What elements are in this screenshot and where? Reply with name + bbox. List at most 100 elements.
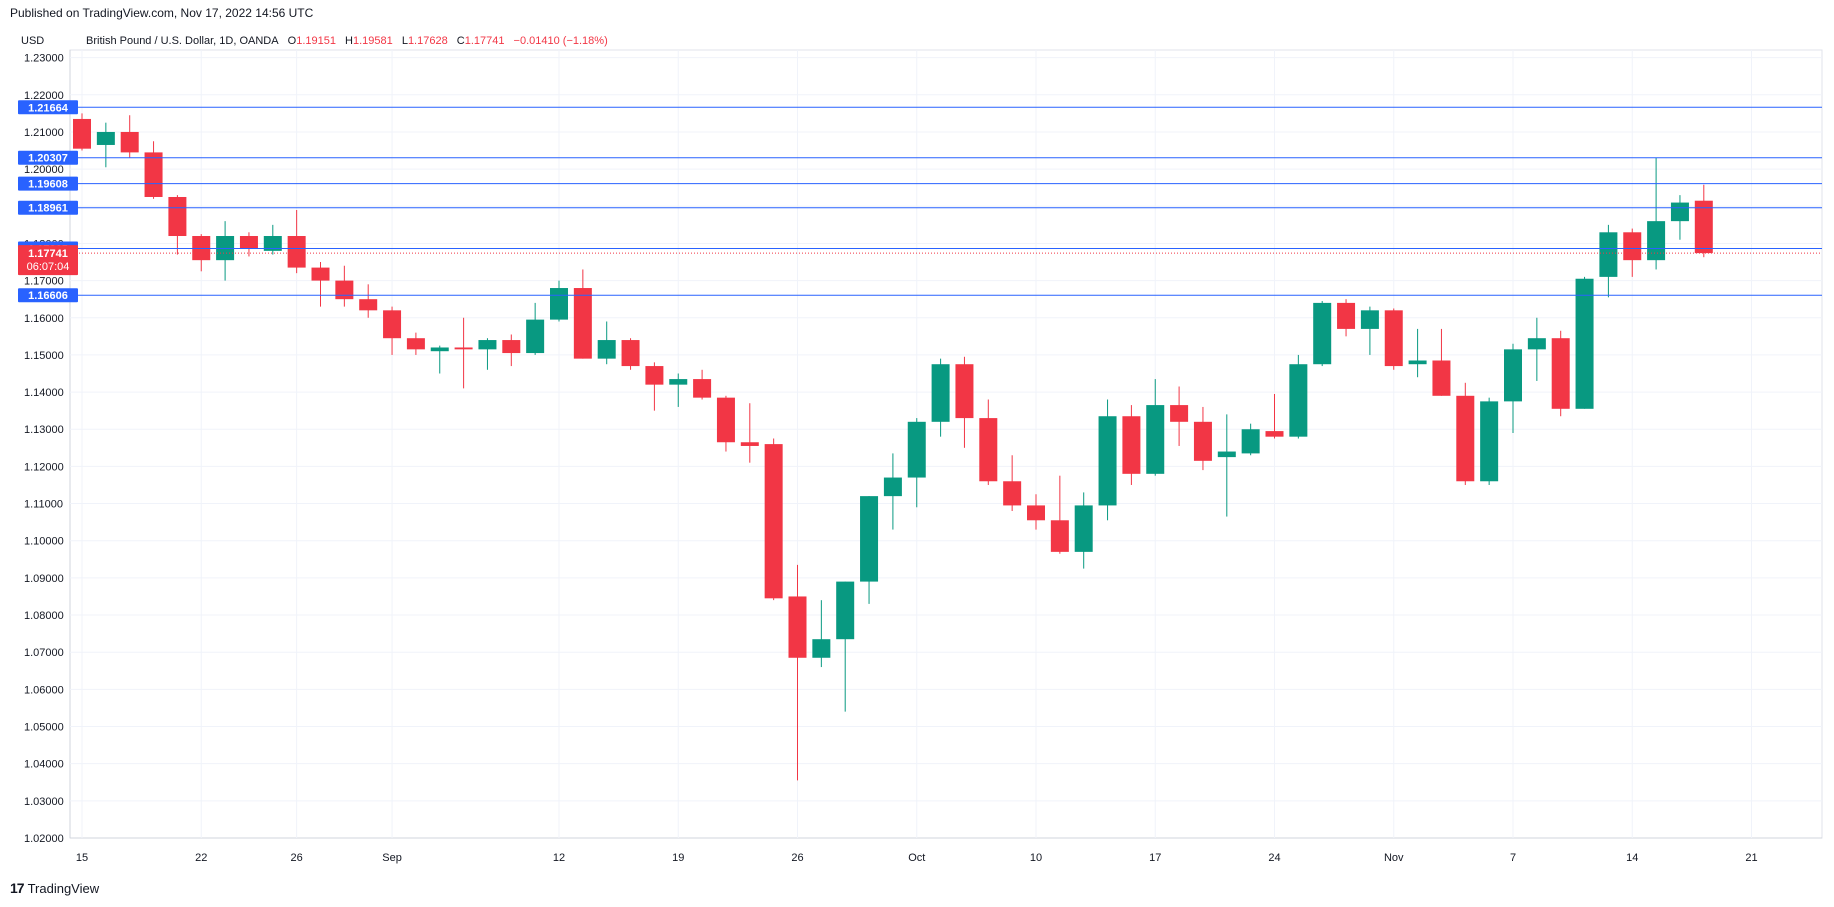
candle-down bbox=[1122, 416, 1141, 474]
price-level-label: 1.21664 bbox=[28, 102, 69, 114]
candle-down bbox=[979, 418, 998, 482]
candle-up bbox=[931, 364, 950, 422]
candle-up bbox=[812, 639, 831, 658]
price-level-tag bbox=[18, 150, 78, 165]
y-tick-label: 1.21000 bbox=[24, 127, 64, 139]
x-tick-label: 19 bbox=[672, 852, 684, 864]
candle-up bbox=[836, 581, 855, 640]
x-tick-label: 14 bbox=[1626, 852, 1638, 864]
y-tick-label: 1.23000 bbox=[24, 53, 64, 65]
candle-down bbox=[359, 299, 378, 311]
candle-down bbox=[1432, 360, 1451, 396]
candle-down bbox=[1193, 421, 1212, 461]
candle-up bbox=[1098, 416, 1117, 506]
price-level-tag bbox=[18, 176, 78, 191]
candle-up bbox=[263, 236, 282, 251]
candle-down bbox=[1623, 232, 1642, 261]
candle-up bbox=[883, 477, 902, 497]
y-tick-label: 1.08000 bbox=[24, 610, 64, 622]
y-tick-label: 1.06000 bbox=[24, 684, 64, 696]
candle-down bbox=[335, 280, 354, 300]
candle-up bbox=[907, 421, 926, 478]
currency-label: USD bbox=[21, 35, 45, 47]
y-tick-label: 1.09000 bbox=[24, 573, 64, 585]
candle-down bbox=[645, 366, 664, 385]
candle-up bbox=[860, 496, 879, 582]
candle-up bbox=[1504, 349, 1522, 402]
price-level-tag bbox=[18, 100, 78, 115]
candle-down bbox=[144, 152, 163, 197]
candle-up bbox=[526, 319, 545, 354]
candle-down bbox=[1050, 520, 1069, 552]
candle-down bbox=[502, 340, 521, 354]
candle-up bbox=[550, 288, 568, 320]
candle-up bbox=[597, 340, 616, 359]
countdown-label: 06:07:04 bbox=[27, 261, 70, 273]
candle-down bbox=[621, 340, 640, 367]
candle-down bbox=[1694, 200, 1713, 254]
candle-up bbox=[478, 340, 497, 350]
legend-symbol: British Pound / U.S. Dollar, 1D, OANDA bbox=[86, 35, 279, 47]
candle-down bbox=[287, 236, 306, 268]
legend-high-label: H bbox=[345, 35, 353, 47]
x-tick-label: 7 bbox=[1510, 852, 1516, 864]
candle-down bbox=[1337, 302, 1356, 329]
candle-up bbox=[1074, 505, 1093, 552]
candle-down bbox=[239, 236, 258, 250]
y-tick-label: 1.04000 bbox=[24, 759, 64, 771]
x-tick-label: 15 bbox=[76, 852, 88, 864]
y-tick-label: 1.13000 bbox=[24, 424, 64, 436]
candle-down bbox=[120, 131, 139, 153]
candle-up bbox=[1575, 278, 1594, 409]
tradingview-logo-icon: 17 bbox=[10, 880, 25, 896]
candle-down bbox=[716, 397, 735, 443]
x-tick-label: 12 bbox=[553, 852, 565, 864]
y-tick-label: 1.16000 bbox=[24, 313, 64, 325]
candle-up bbox=[1217, 451, 1236, 458]
candle-down bbox=[955, 364, 974, 419]
candle-down bbox=[693, 379, 712, 398]
candle-up bbox=[1313, 302, 1332, 365]
candle-down bbox=[1551, 338, 1570, 409]
x-tick-label: 21 bbox=[1745, 852, 1757, 864]
x-tick-label: 26 bbox=[791, 852, 803, 864]
plot-frame bbox=[69, 49, 1823, 839]
candle-down bbox=[406, 338, 425, 350]
last-price-tag bbox=[18, 245, 78, 276]
y-tick-label: 1.03000 bbox=[24, 796, 64, 808]
price-level-tag bbox=[18, 200, 78, 215]
price-level-label: 1.18961 bbox=[28, 203, 68, 215]
candle-up bbox=[1527, 338, 1546, 350]
y-tick-label: 1.15000 bbox=[24, 350, 64, 362]
legend-high-value: 1.19581 bbox=[352, 35, 393, 47]
candle-down bbox=[1265, 431, 1284, 437]
legend-change: −0.01410 (−1.18%) bbox=[513, 35, 608, 47]
candle-up bbox=[669, 379, 688, 385]
candle-down bbox=[1170, 405, 1189, 422]
candle-up bbox=[1480, 401, 1499, 482]
candle-down bbox=[573, 288, 592, 359]
x-tick-label: Nov bbox=[1384, 852, 1404, 864]
candle-down bbox=[740, 442, 759, 446]
tradingview-brand[interactable]: 17 TradingView bbox=[10, 880, 99, 896]
published-caption: Published on TradingView.com, Nov 17, 20… bbox=[10, 6, 314, 20]
last-price-label: 1.17741 bbox=[28, 248, 68, 260]
y-tick-label: 1.05000 bbox=[24, 722, 64, 734]
candle-down bbox=[1384, 310, 1403, 367]
candle-up bbox=[1146, 405, 1165, 474]
candle-up bbox=[1241, 429, 1260, 454]
legend-open-label: O bbox=[287, 35, 297, 47]
price-level-label: 1.16606 bbox=[28, 290, 68, 302]
candle-down bbox=[383, 310, 402, 339]
y-tick-label: 1.07000 bbox=[24, 647, 64, 659]
price-level-tag bbox=[18, 288, 78, 303]
candle-up bbox=[1670, 202, 1689, 222]
x-tick-label: 24 bbox=[1268, 852, 1280, 864]
candle-down bbox=[454, 347, 473, 350]
candle-up bbox=[1289, 364, 1308, 437]
candle-up bbox=[1599, 232, 1618, 277]
candle-up bbox=[1647, 221, 1666, 261]
y-tick-label: 1.10000 bbox=[24, 536, 64, 548]
